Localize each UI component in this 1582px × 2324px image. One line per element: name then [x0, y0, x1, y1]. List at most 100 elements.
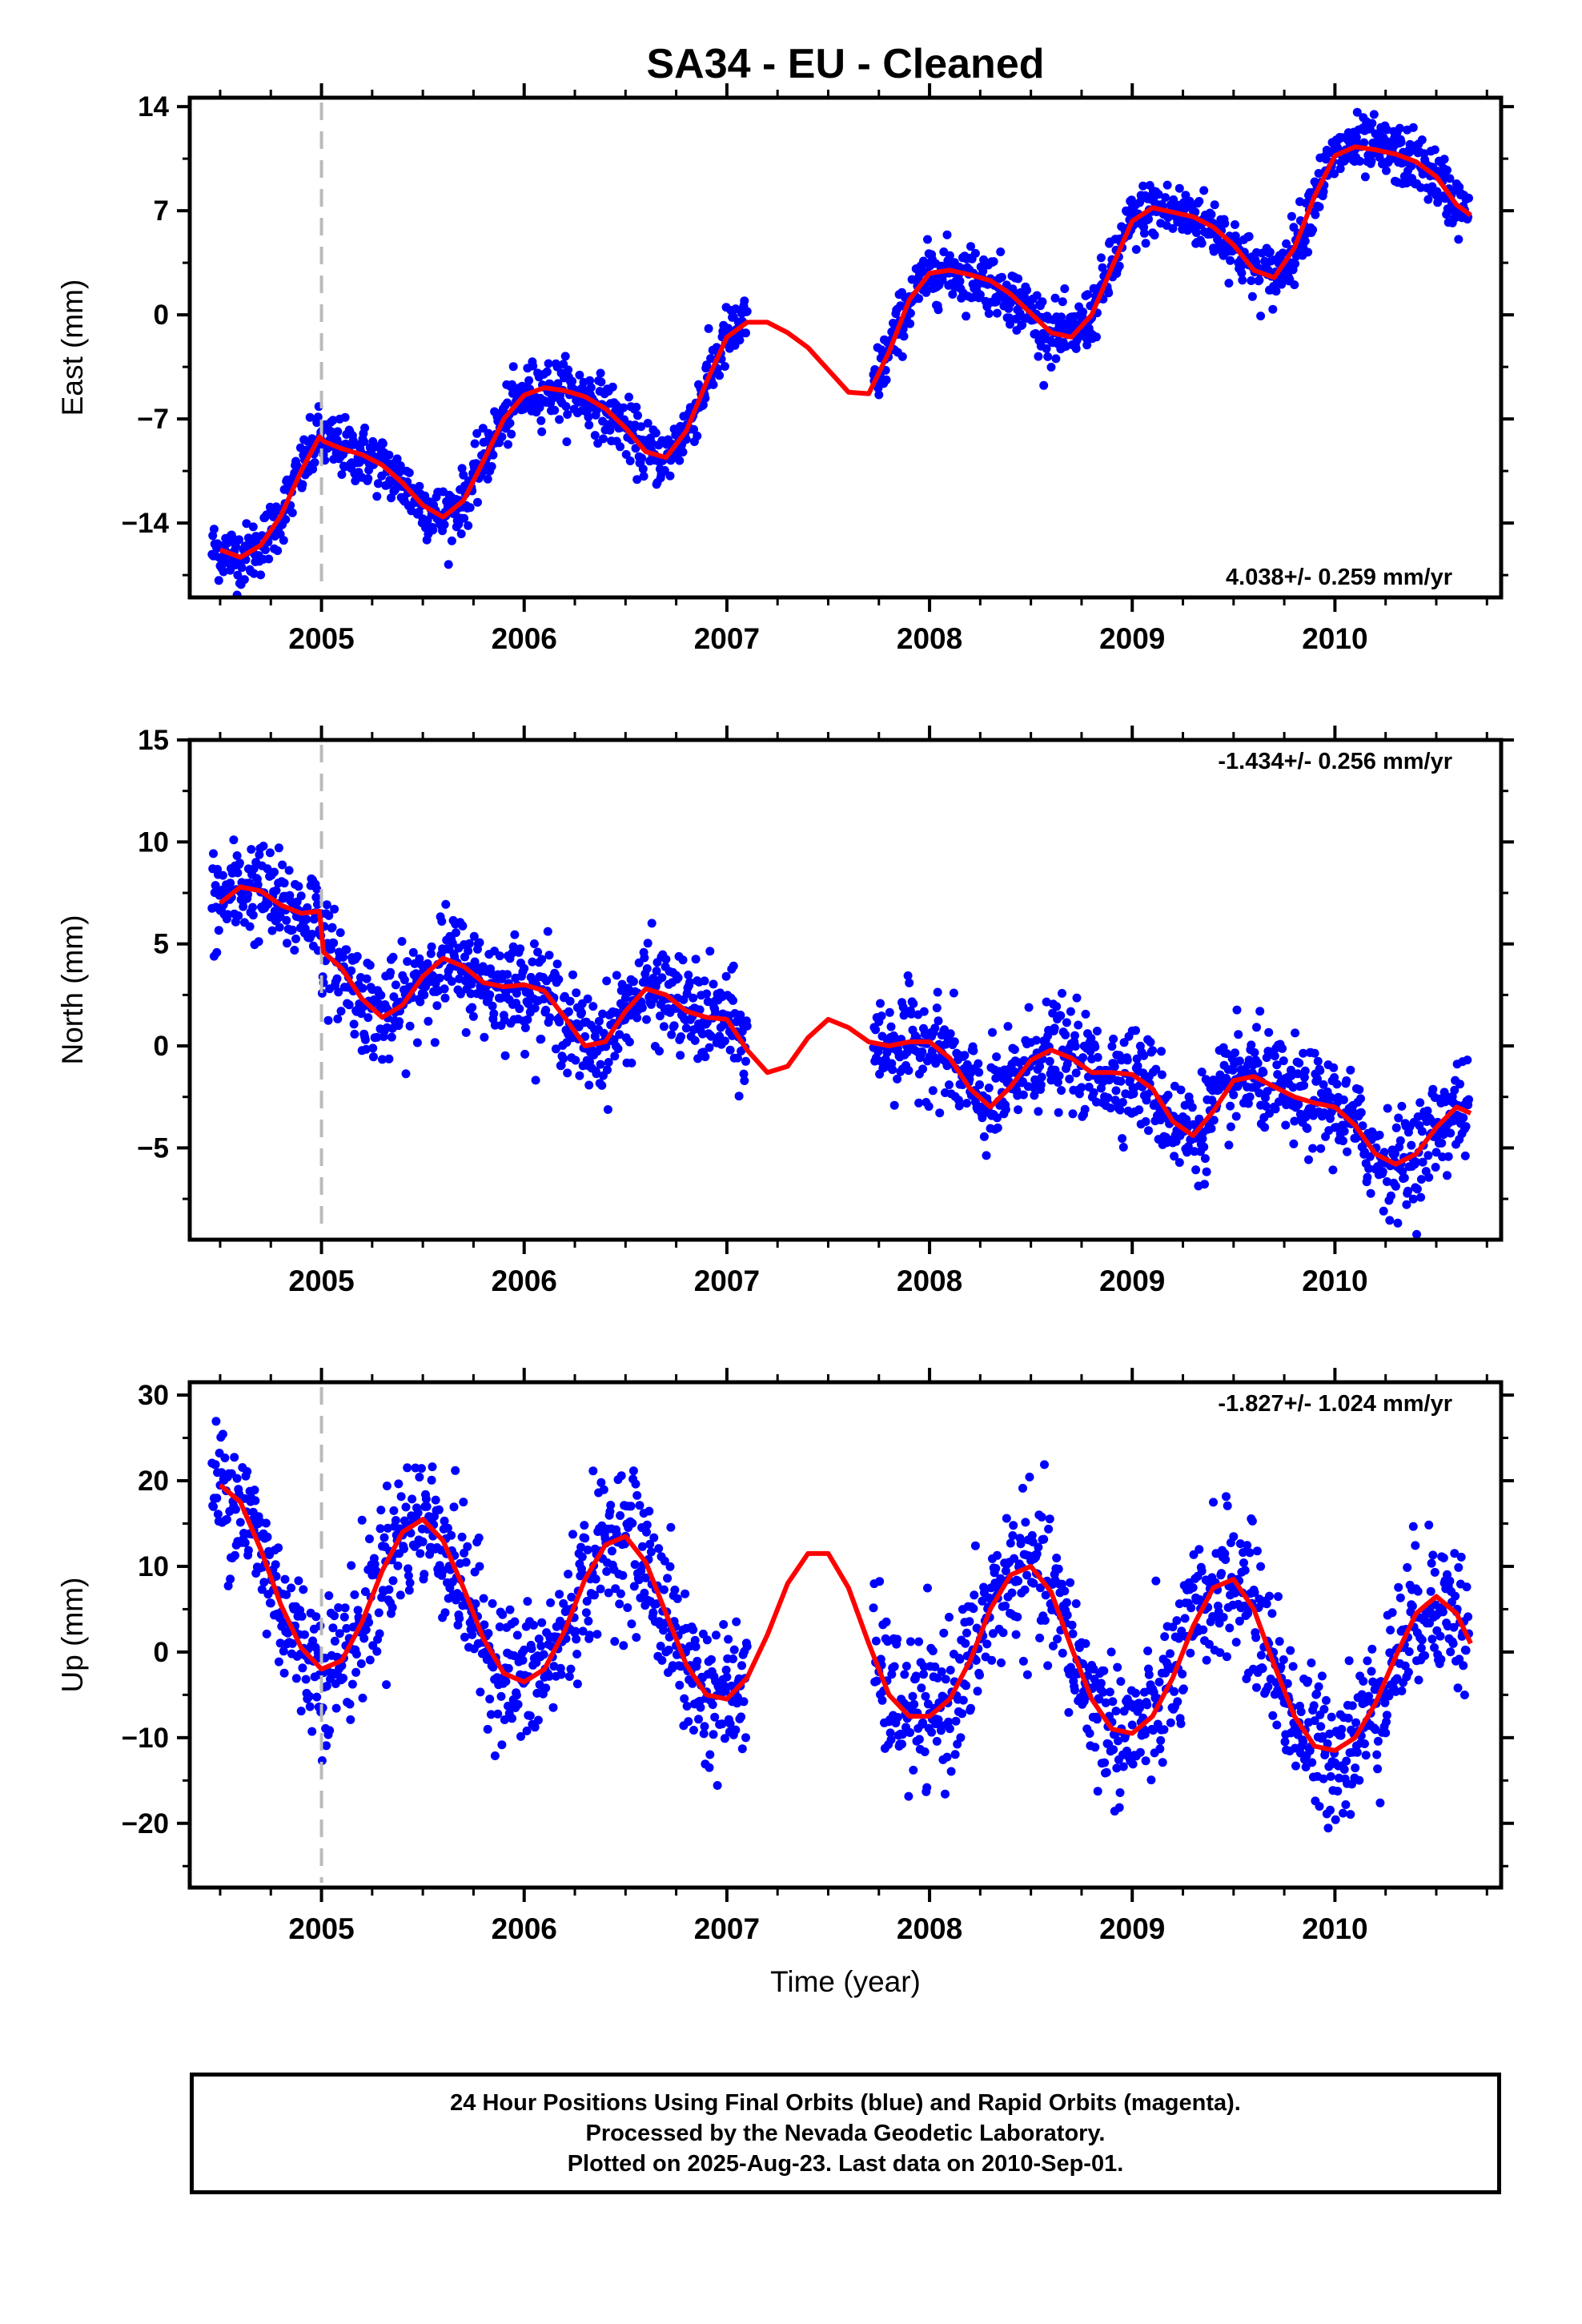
data-point: [1172, 1616, 1182, 1626]
data-point: [592, 1069, 601, 1079]
data-point: [567, 1592, 576, 1602]
data-point: [1154, 1677, 1164, 1687]
data-point: [1232, 1005, 1242, 1015]
data-point: [1291, 1761, 1300, 1771]
data-point: [1022, 1670, 1032, 1679]
data-point: [301, 1675, 311, 1684]
data-point: [578, 1626, 588, 1636]
data-point: [362, 974, 371, 983]
data-point: [428, 1462, 437, 1472]
data-point: [584, 1080, 594, 1090]
data-point: [1245, 1548, 1255, 1558]
data-point: [933, 987, 942, 997]
data-point: [970, 1590, 979, 1600]
data-point: [279, 1668, 289, 1678]
data-point: [1309, 1701, 1319, 1711]
data-point: [1263, 1682, 1273, 1691]
data-point: [1144, 1670, 1154, 1679]
data-point: [275, 1638, 285, 1648]
data-point: [603, 1065, 612, 1075]
data-point: [914, 294, 924, 304]
data-point: [1423, 195, 1433, 204]
data-point: [1326, 1805, 1335, 1815]
data-point: [739, 1697, 749, 1707]
data-point: [1415, 1098, 1425, 1108]
data-point: [676, 1051, 685, 1060]
data-point: [1068, 1629, 1078, 1638]
data-point: [516, 944, 525, 954]
data-point: [646, 1547, 656, 1557]
data-point: [737, 1744, 747, 1754]
data-point: [1454, 235, 1464, 244]
data-point: [1255, 275, 1264, 285]
data-point: [401, 1502, 411, 1512]
data-point: [475, 1562, 484, 1571]
data-point: [468, 1630, 477, 1639]
y-tick-label: 0: [154, 1031, 169, 1062]
data-point: [978, 267, 988, 276]
data-point: [701, 1052, 710, 1062]
data-point: [1439, 155, 1449, 164]
data-point: [459, 1498, 468, 1507]
x-tick-label: 2007: [694, 1265, 760, 1297]
data-point: [1116, 1677, 1126, 1687]
data-point: [1053, 1078, 1062, 1087]
data-point: [334, 987, 343, 997]
data-point: [1303, 247, 1313, 257]
data-point: [1174, 183, 1184, 193]
data-point: [296, 1707, 306, 1716]
data-point: [681, 1023, 691, 1033]
data-point: [559, 1598, 568, 1608]
data-point: [464, 939, 474, 948]
data-point: [1239, 1548, 1248, 1558]
data-point: [322, 1682, 331, 1691]
data-point: [924, 1102, 934, 1112]
data-point: [347, 1679, 357, 1689]
data-point: [510, 1617, 520, 1626]
data-point: [1229, 1532, 1239, 1542]
data-point: [1228, 1065, 1238, 1075]
data-point: [1439, 1130, 1448, 1140]
data-point: [533, 947, 543, 957]
data-point: [235, 1518, 245, 1527]
data-point: [660, 1556, 669, 1566]
data-point: [665, 1632, 674, 1642]
data-point: [906, 1009, 916, 1019]
data-point: [914, 1098, 924, 1108]
data-point: [1114, 1803, 1124, 1812]
data-point: [623, 1603, 632, 1612]
data-point: [297, 1611, 307, 1621]
data-point: [480, 1032, 489, 1042]
data-point: [621, 450, 631, 459]
data-point: [1307, 1758, 1317, 1767]
data-point: [300, 1630, 309, 1639]
data-point: [953, 1739, 962, 1749]
data-point: [984, 309, 994, 318]
data-point: [1089, 1088, 1098, 1097]
data-point: [1018, 1090, 1028, 1100]
data-point: [635, 1501, 644, 1510]
data-point: [560, 352, 570, 361]
data-point: [351, 1650, 361, 1659]
data-point: [1417, 1127, 1427, 1136]
data-point: [1291, 1028, 1300, 1038]
data-point: [363, 1013, 373, 1023]
data-point: [420, 1570, 429, 1579]
data-point: [954, 1101, 964, 1111]
data-point: [1101, 1698, 1110, 1707]
data-point: [1231, 1048, 1239, 1058]
data-point: [370, 1559, 379, 1569]
data-point: [958, 1709, 967, 1719]
data-point: [555, 415, 564, 424]
data-point: [1202, 1655, 1211, 1665]
data-point: [1045, 1056, 1054, 1066]
data-point: [936, 1726, 946, 1735]
data-point: [384, 1054, 394, 1063]
data-point: [1300, 236, 1310, 246]
data-point: [1235, 1616, 1244, 1626]
data-point: [1308, 1144, 1318, 1153]
data-point: [483, 1724, 492, 1734]
data-point: [1343, 1147, 1352, 1156]
data-point: [556, 1616, 564, 1626]
data-point: [1288, 1662, 1298, 1671]
